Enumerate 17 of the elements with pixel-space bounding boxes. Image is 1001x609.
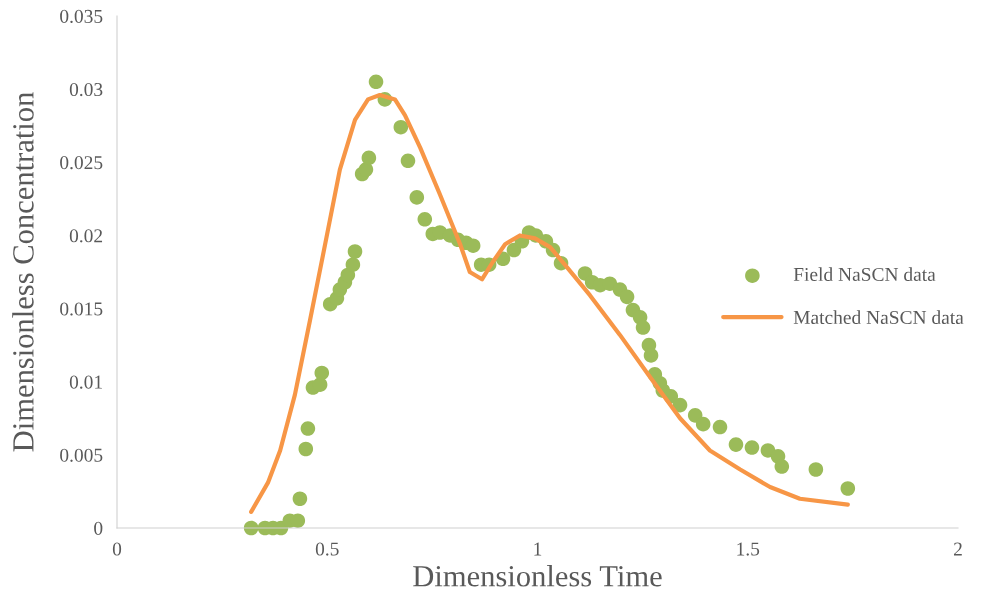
x-axis-title: Dimensionless Time (413, 565, 662, 587)
legend-label: Matched NaSCN data (793, 310, 964, 325)
y-tick-label: 0.03 (69, 82, 103, 97)
x-tick-label: 2 (953, 542, 962, 556)
y-tick-label: 0.025 (60, 156, 103, 170)
y-axis-title: Dimensionless Concentration (12, 92, 34, 452)
y-tick-label: 0.005 (60, 448, 103, 462)
x-tick-label: 0 (112, 542, 122, 556)
y-tick-label: 0.02 (69, 229, 103, 243)
y-tick-label: 0 (94, 521, 103, 535)
x-tick-label: 1.5 (737, 542, 760, 556)
x-tick-label: 0.5 (315, 542, 339, 556)
legend-label: Field NaSCN data (793, 267, 936, 282)
y-tick-label: 0.015 (60, 302, 103, 316)
y-tick-label: 0.01 (69, 375, 102, 389)
y-tick-label: 0.035 (60, 9, 103, 24)
x-tick-label: 1 (534, 542, 542, 556)
